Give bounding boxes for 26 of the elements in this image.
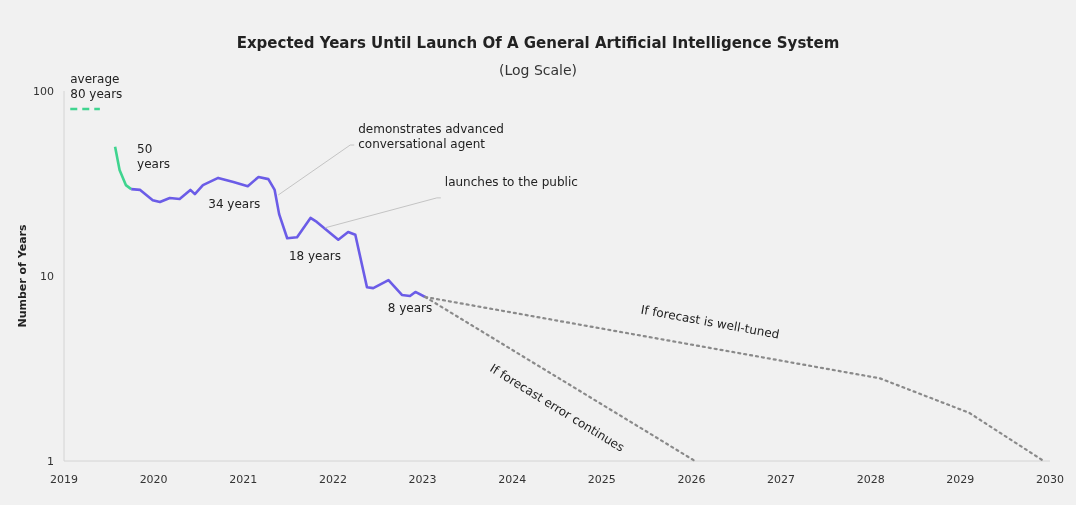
annotation: 34 years <box>208 197 261 212</box>
x-tick-label: 2029 <box>946 473 975 486</box>
x-tick-label: 2022 <box>318 473 347 486</box>
x-tick-label: 2023 <box>408 473 437 486</box>
x-tick-label: 2020 <box>139 473 168 486</box>
x-tick-label: 2027 <box>767 473 796 486</box>
annotation: launches to the public <box>444 174 578 189</box>
y-tick-label: 10 <box>40 269 54 283</box>
x-tick-label: 2024 <box>498 473 527 486</box>
chart-subtitle: (Log Scale) <box>498 62 578 78</box>
y-axis-title: Number of Years <box>16 224 29 328</box>
x-tick-label: 2019 <box>50 473 78 486</box>
annotation: 18 years <box>288 248 342 263</box>
x-tick-label: 2030 <box>1036 473 1064 486</box>
x-tick-label: 2026 <box>677 473 706 486</box>
annotation: 8 years <box>387 300 433 315</box>
x-tick-label: 2021 <box>229 473 258 486</box>
annotation: demonstrates advanced conversational agent <box>358 122 504 152</box>
annotation: average 80 years <box>70 71 123 101</box>
y-tick-label: 100 <box>33 84 54 98</box>
annotation: If forecast is well-tuned <box>639 302 781 342</box>
x-tick-label: 2025 <box>587 473 616 486</box>
chart-title: Expected Years Until Launch Of A General Artificial Intelligence System <box>236 34 840 52</box>
x-tick-label: 2028 <box>856 473 885 486</box>
y-tick-label: 1 <box>47 454 54 468</box>
annotation: 50 years <box>137 141 171 171</box>
